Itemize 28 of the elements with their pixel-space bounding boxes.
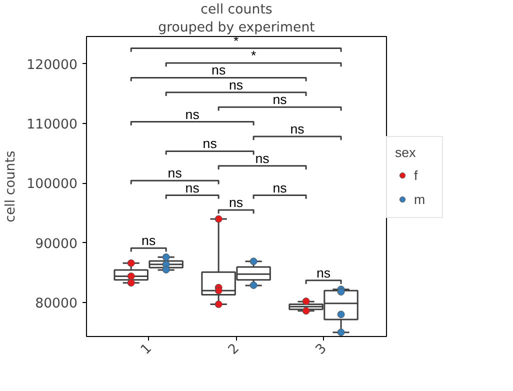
y-tick-label: 110000 xyxy=(26,118,78,133)
y-axis-title: cell counts xyxy=(4,150,19,222)
annotation: ns xyxy=(168,166,182,181)
x-tick-label: 1 xyxy=(138,341,155,358)
y-tick-label: 80000 xyxy=(35,296,78,312)
legend-label: f xyxy=(414,168,419,182)
x-tick-label: 3 xyxy=(313,341,330,358)
y-tick-label: 90000 xyxy=(35,236,78,252)
chart-title: cell counts xyxy=(200,2,272,18)
annotation: ns xyxy=(142,233,156,248)
y-tick-label: 100000 xyxy=(26,177,78,192)
legend-label: m xyxy=(414,192,426,206)
annotation: ns xyxy=(212,62,226,78)
y-tick-label: 120000 xyxy=(26,58,78,73)
annotation: ns xyxy=(316,265,331,280)
annotation: ns xyxy=(290,122,305,137)
annotation: ns xyxy=(185,106,200,122)
annotation: ns xyxy=(272,180,288,196)
x-tick-label: 2 xyxy=(226,341,242,358)
annotation: ns xyxy=(185,180,200,196)
annotation: ns xyxy=(229,77,244,92)
chart-subtitle: grouped by experiment xyxy=(158,20,315,36)
annotation: ns xyxy=(272,92,288,108)
annotation: ns xyxy=(255,150,270,166)
annotation: * xyxy=(250,48,256,64)
legend-title: sex xyxy=(395,145,417,160)
annotation: ns xyxy=(229,195,244,210)
annotation: ns xyxy=(202,136,218,152)
